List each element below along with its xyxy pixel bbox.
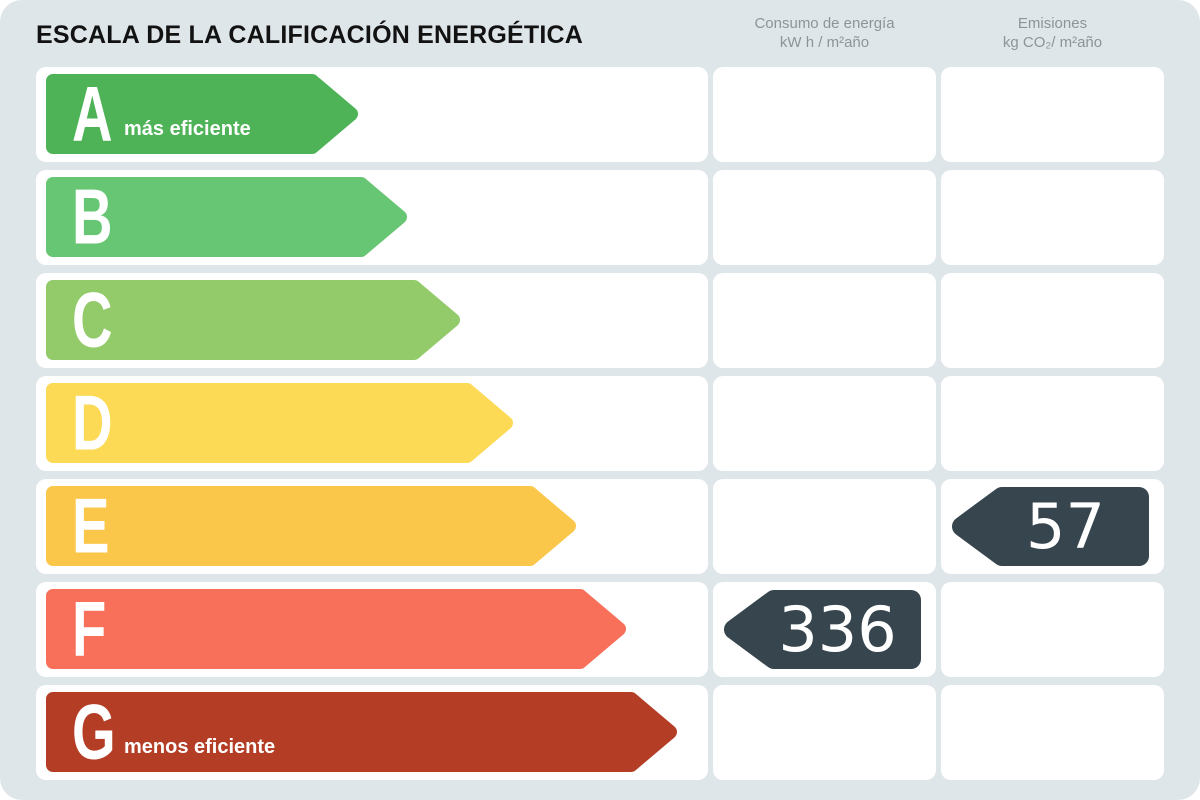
consumo-value-arrow: 336 bbox=[724, 590, 921, 669]
scale-cell: D bbox=[36, 376, 708, 471]
consumo-value: 336 bbox=[778, 593, 897, 666]
rating-label: menos eficiente bbox=[124, 736, 276, 758]
rating-letter: E bbox=[72, 481, 110, 570]
rating-arrow-icon bbox=[46, 589, 626, 669]
emisiones-cell bbox=[941, 582, 1164, 677]
consumo-cell: 336 bbox=[713, 582, 936, 677]
consumo-cell bbox=[713, 273, 936, 368]
scale-cell: C bbox=[36, 273, 708, 368]
rating-arrow-icon bbox=[46, 486, 576, 566]
emisiones-value: 57 bbox=[1026, 490, 1105, 563]
value-arrow-icon bbox=[952, 487, 1149, 566]
rating-bar: D bbox=[46, 383, 513, 463]
emisiones-value-arrow: 57 bbox=[952, 487, 1149, 566]
scale-cell: E bbox=[36, 479, 708, 574]
consumo-cell bbox=[713, 67, 936, 162]
rating-arrow-icon bbox=[46, 383, 513, 463]
scale-cell: G menos eficiente bbox=[36, 685, 708, 780]
emisiones-cell bbox=[941, 67, 1164, 162]
page-title: ESCALA DE LA CALIFICACIÓN ENERGÉTICA bbox=[36, 21, 584, 49]
scale-cell: B bbox=[36, 170, 708, 265]
scale-cell: A más eficiente bbox=[36, 67, 708, 162]
rating-bar: B bbox=[46, 177, 407, 257]
emisiones-cell bbox=[941, 376, 1164, 471]
rating-letter: A bbox=[72, 69, 113, 158]
rating-letter: B bbox=[72, 172, 113, 261]
consumo-cell bbox=[713, 685, 936, 780]
consumo-cell bbox=[713, 170, 936, 265]
consumo-column-header: Consumo de energía kW h / m²año bbox=[713, 14, 936, 52]
emisiones-column-header: Emisiones kg CO₂/ m²año bbox=[941, 14, 1164, 52]
emisiones-cell bbox=[941, 273, 1164, 368]
rating-letter: D bbox=[72, 378, 113, 467]
rating-letter: F bbox=[72, 584, 107, 673]
rating-letter: G bbox=[72, 687, 116, 776]
emisiones-cell bbox=[941, 685, 1164, 780]
rating-bar: F bbox=[46, 589, 626, 669]
rating-arrow-icon bbox=[46, 74, 358, 154]
rating-label: más eficiente bbox=[124, 118, 251, 140]
emisiones-cell: 57 bbox=[941, 479, 1164, 574]
emisiones-header-line1: Emisiones bbox=[1017, 15, 1088, 32]
rating-letter: C bbox=[72, 275, 113, 364]
rating-arrow-icon bbox=[46, 177, 407, 257]
consumo-header-line1: Consumo de energía bbox=[754, 15, 895, 32]
rating-arrow-icon bbox=[46, 280, 460, 360]
consumo-cell bbox=[713, 376, 936, 471]
emisiones-header-line2: kg CO₂/ m²año bbox=[1002, 34, 1103, 51]
consumo-header-line2: kW h / m²año bbox=[779, 34, 870, 51]
rating-grid: A más eficiente B C D bbox=[36, 67, 1164, 780]
rating-bar: E bbox=[46, 486, 576, 566]
value-arrow-icon bbox=[724, 590, 921, 669]
rating-arrow-icon bbox=[46, 692, 677, 772]
rating-bar: C bbox=[46, 280, 460, 360]
emisiones-cell bbox=[941, 170, 1164, 265]
consumo-cell bbox=[713, 479, 936, 574]
rating-bar: A más eficiente bbox=[46, 74, 358, 154]
scale-cell: F bbox=[36, 582, 708, 677]
rating-bar: G menos eficiente bbox=[46, 692, 677, 772]
